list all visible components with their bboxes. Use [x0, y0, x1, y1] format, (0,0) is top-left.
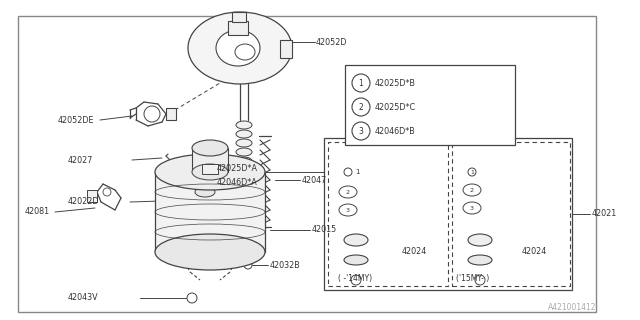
Ellipse shape — [468, 255, 492, 265]
Text: 1: 1 — [470, 170, 474, 174]
Text: 2: 2 — [470, 188, 474, 193]
Bar — [195, 180, 215, 192]
Text: ('15MY- ): ('15MY- ) — [456, 274, 489, 283]
Ellipse shape — [155, 154, 265, 190]
Bar — [192, 148, 228, 172]
Text: 42043V: 42043V — [68, 293, 99, 302]
Bar — [324, 138, 572, 290]
Bar — [202, 164, 218, 174]
Circle shape — [352, 74, 370, 92]
Bar — [228, 21, 248, 35]
Ellipse shape — [236, 130, 252, 138]
Text: 42025D*A: 42025D*A — [217, 164, 258, 172]
Ellipse shape — [192, 164, 228, 180]
Ellipse shape — [344, 255, 368, 265]
Ellipse shape — [339, 186, 357, 198]
Text: 42021: 42021 — [592, 210, 617, 219]
Circle shape — [244, 261, 252, 269]
Text: 42027: 42027 — [68, 156, 93, 164]
Text: ( -'14MY): ( -'14MY) — [338, 274, 372, 283]
Ellipse shape — [235, 44, 255, 60]
Ellipse shape — [188, 12, 292, 84]
Text: 42024: 42024 — [522, 247, 547, 257]
Ellipse shape — [236, 121, 252, 129]
Ellipse shape — [155, 234, 265, 270]
Text: 42022D: 42022D — [68, 197, 99, 206]
Text: 42032B: 42032B — [270, 260, 301, 269]
Ellipse shape — [463, 184, 481, 196]
Circle shape — [352, 98, 370, 116]
Circle shape — [183, 163, 193, 173]
Ellipse shape — [195, 175, 215, 185]
Text: A421001412: A421001412 — [548, 303, 596, 313]
Ellipse shape — [195, 187, 215, 197]
Ellipse shape — [236, 139, 252, 147]
Ellipse shape — [468, 234, 492, 246]
Ellipse shape — [236, 148, 252, 156]
Text: 42025D*B: 42025D*B — [375, 78, 416, 87]
Text: 1: 1 — [358, 78, 364, 87]
Bar — [87, 190, 97, 202]
Text: 1: 1 — [355, 169, 360, 175]
Ellipse shape — [463, 202, 481, 214]
Ellipse shape — [236, 157, 252, 165]
Bar — [452, 142, 570, 286]
Ellipse shape — [192, 140, 228, 156]
Circle shape — [468, 168, 476, 176]
Circle shape — [475, 275, 485, 285]
Bar — [166, 108, 176, 120]
Bar — [345, 65, 515, 145]
Text: 42015: 42015 — [312, 226, 337, 235]
Circle shape — [344, 168, 352, 176]
Ellipse shape — [344, 234, 368, 246]
Circle shape — [351, 275, 361, 285]
Text: 3: 3 — [470, 205, 474, 211]
Circle shape — [103, 188, 111, 196]
Bar — [155, 172, 265, 252]
Bar — [215, 182, 225, 190]
Ellipse shape — [339, 204, 357, 216]
Circle shape — [187, 293, 197, 303]
Text: 42047: 42047 — [302, 175, 327, 185]
Text: 2: 2 — [346, 189, 350, 195]
Text: 42024: 42024 — [402, 247, 428, 257]
Text: 2: 2 — [358, 102, 364, 111]
Bar — [280, 40, 292, 58]
Circle shape — [352, 122, 370, 140]
Circle shape — [144, 106, 160, 122]
Text: 42046D*B: 42046D*B — [375, 126, 416, 135]
Text: 3: 3 — [358, 126, 364, 135]
Text: 3: 3 — [346, 207, 350, 212]
Text: 42052D: 42052D — [316, 37, 348, 46]
Text: 42025D*C: 42025D*C — [375, 102, 416, 111]
Ellipse shape — [236, 166, 252, 174]
Bar — [328, 142, 448, 286]
Text: 42052DE: 42052DE — [58, 116, 95, 124]
Circle shape — [186, 165, 191, 171]
Bar — [165, 162, 171, 168]
Ellipse shape — [216, 30, 260, 66]
Ellipse shape — [182, 178, 194, 186]
Text: 42081: 42081 — [25, 207, 50, 217]
Text: 42046D*A: 42046D*A — [217, 178, 258, 187]
Bar — [232, 12, 246, 22]
